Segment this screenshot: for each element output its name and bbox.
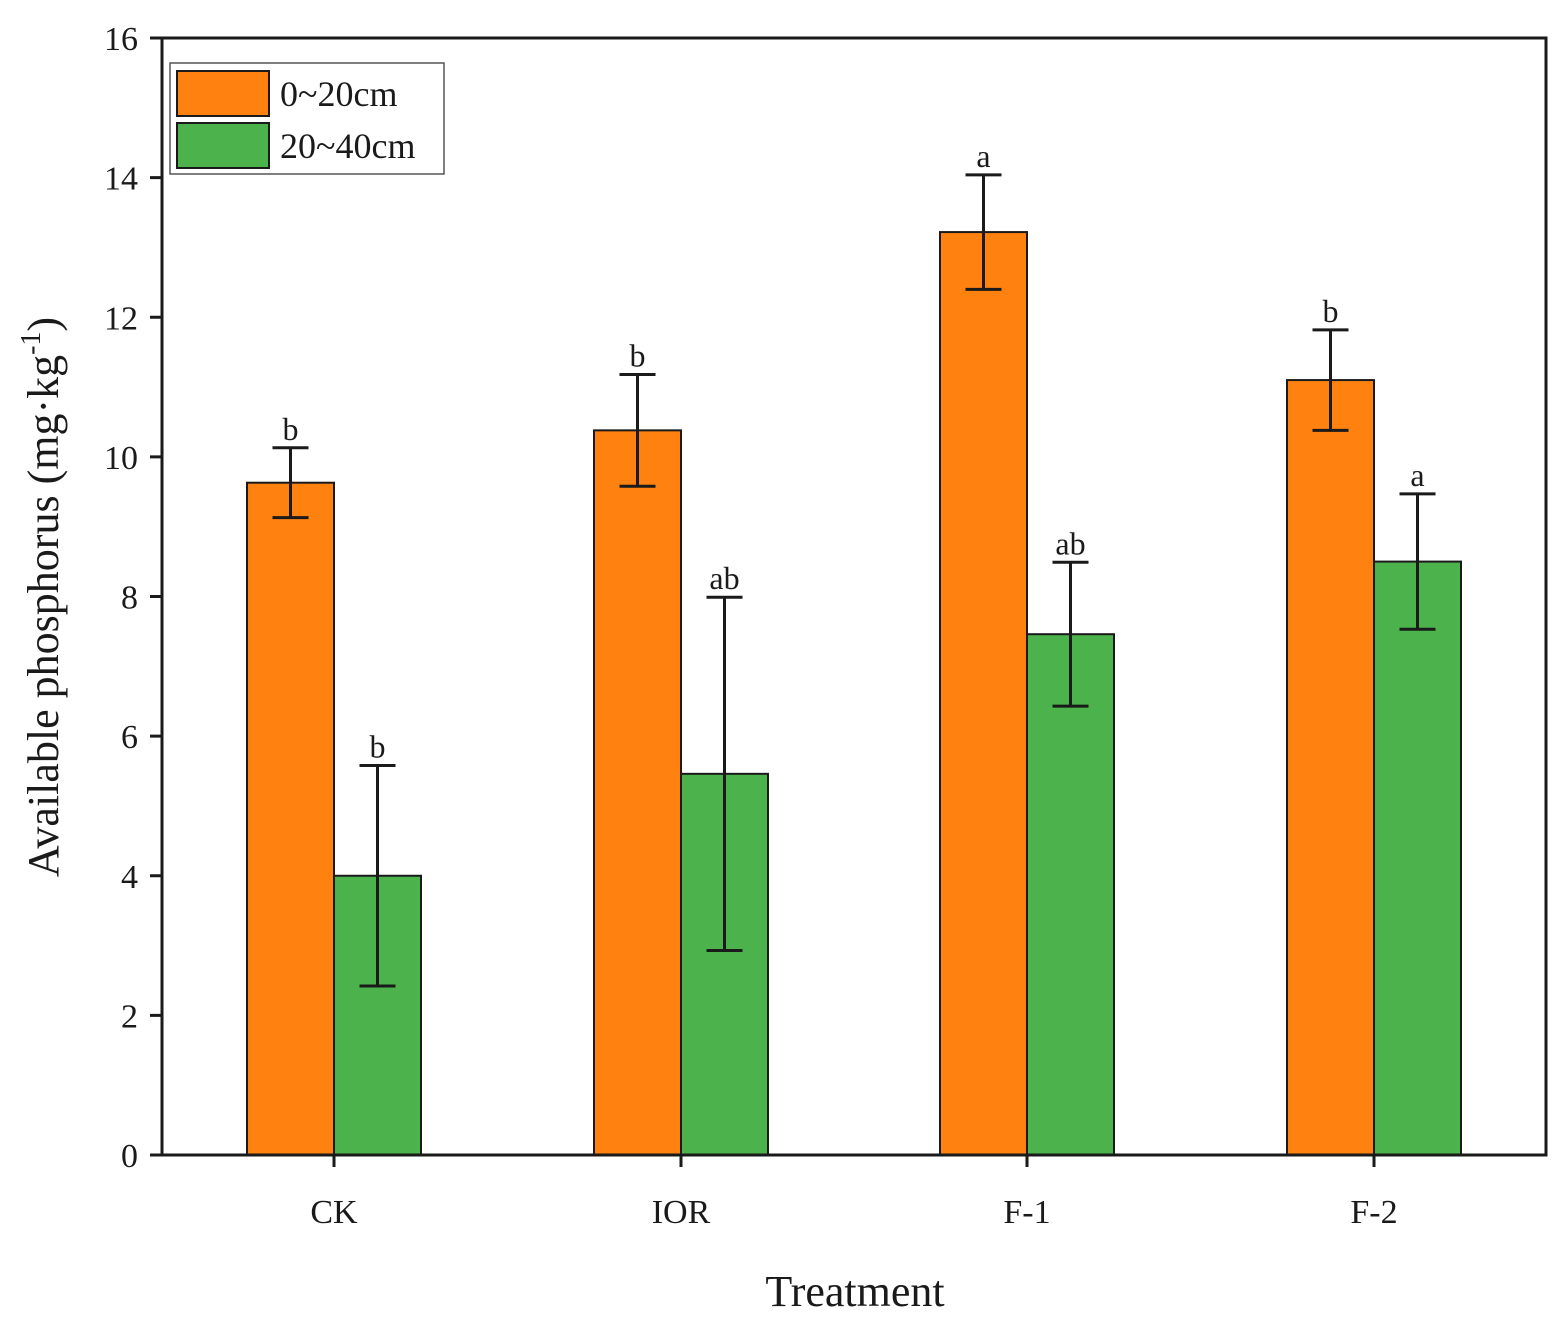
y-tick-label-2: 2 [121, 998, 138, 1035]
error-bar-f-1-20-40cm [1052, 560, 1089, 708]
error-bar-ck-0-20cm [272, 446, 309, 520]
x-axis-title: Treatment [765, 1267, 944, 1316]
y-axis-title-superscript: -1 [16, 332, 47, 355]
y-axis-title-main: Available phosphorus (mg·kg [19, 355, 68, 877]
bar-f-1-20-40cm [1026, 633, 1115, 1156]
x-tick-label-f-2: F-2 [1350, 1194, 1397, 1231]
y-axis-title-close: ) [19, 317, 68, 332]
legend-swatch-20-40cm [176, 122, 270, 169]
x-tick-label-ior: IOR [652, 1194, 711, 1231]
error-bar-f-2-0-20cm [1312, 328, 1349, 432]
significance-label-ior-0-20cm: b [630, 337, 646, 373]
x-tick-label-f-1: F-1 [1003, 1194, 1050, 1231]
legend: 0~20cm 20~40cm [169, 62, 445, 175]
significance-label-ck-20-40cm: b [370, 728, 386, 764]
y-tick-label-10: 10 [104, 440, 138, 477]
error-bars-layer [272, 173, 1436, 988]
error-bar-ck-20-40cm [359, 763, 396, 988]
significance-label-f-1-20-40cm: ab [1055, 525, 1085, 561]
y-tick-label-16: 16 [104, 21, 138, 58]
bar-f-1-0-20cm [939, 231, 1028, 1157]
bar-ior-0-20cm [593, 429, 682, 1156]
error-bar-ior-20-40cm [706, 595, 743, 952]
error-bar-f-2-20-40cm [1399, 492, 1436, 631]
bar-f-2-0-20cm [1286, 379, 1375, 1156]
y-tick-label-14: 14 [104, 161, 138, 198]
y-axis-title: Available phosphorus (mg·kg-1) [16, 317, 68, 877]
error-bar-ior-0-20cm [619, 372, 656, 488]
bar-f-2-20-40cm [1373, 560, 1462, 1156]
bar-ck-0-20cm [246, 481, 335, 1156]
legend-label-0-20cm: 0~20cm [280, 74, 397, 114]
significance-label-f-2-0-20cm: b [1323, 293, 1339, 329]
legend-label-20-40cm: 20~40cm [280, 126, 415, 166]
significance-label-f-1-0-20cm: a [976, 138, 990, 174]
legend-swatch-0-20cm [176, 70, 270, 117]
y-tick-label-8: 8 [121, 580, 138, 617]
significance-label-ior-20-40cm: ab [709, 560, 739, 596]
bars-layer [246, 231, 1462, 1157]
y-axis: 0 2 4 6 8 10 12 14 16 [104, 21, 162, 1175]
y-tick-label-4: 4 [121, 859, 138, 896]
y-tick-label-12: 12 [104, 300, 138, 337]
x-axis: CK IOR F-1 F-2 [310, 1155, 1398, 1231]
significance-label-f-2-20-40cm: a [1410, 457, 1424, 493]
y-tick-label-6: 6 [121, 719, 138, 756]
significance-label-ck-0-20cm: b [283, 411, 299, 447]
error-bar-f-1-0-20cm [965, 173, 1002, 291]
x-tick-label-ck: CK [310, 1194, 358, 1231]
y-tick-label-0: 0 [121, 1138, 138, 1175]
